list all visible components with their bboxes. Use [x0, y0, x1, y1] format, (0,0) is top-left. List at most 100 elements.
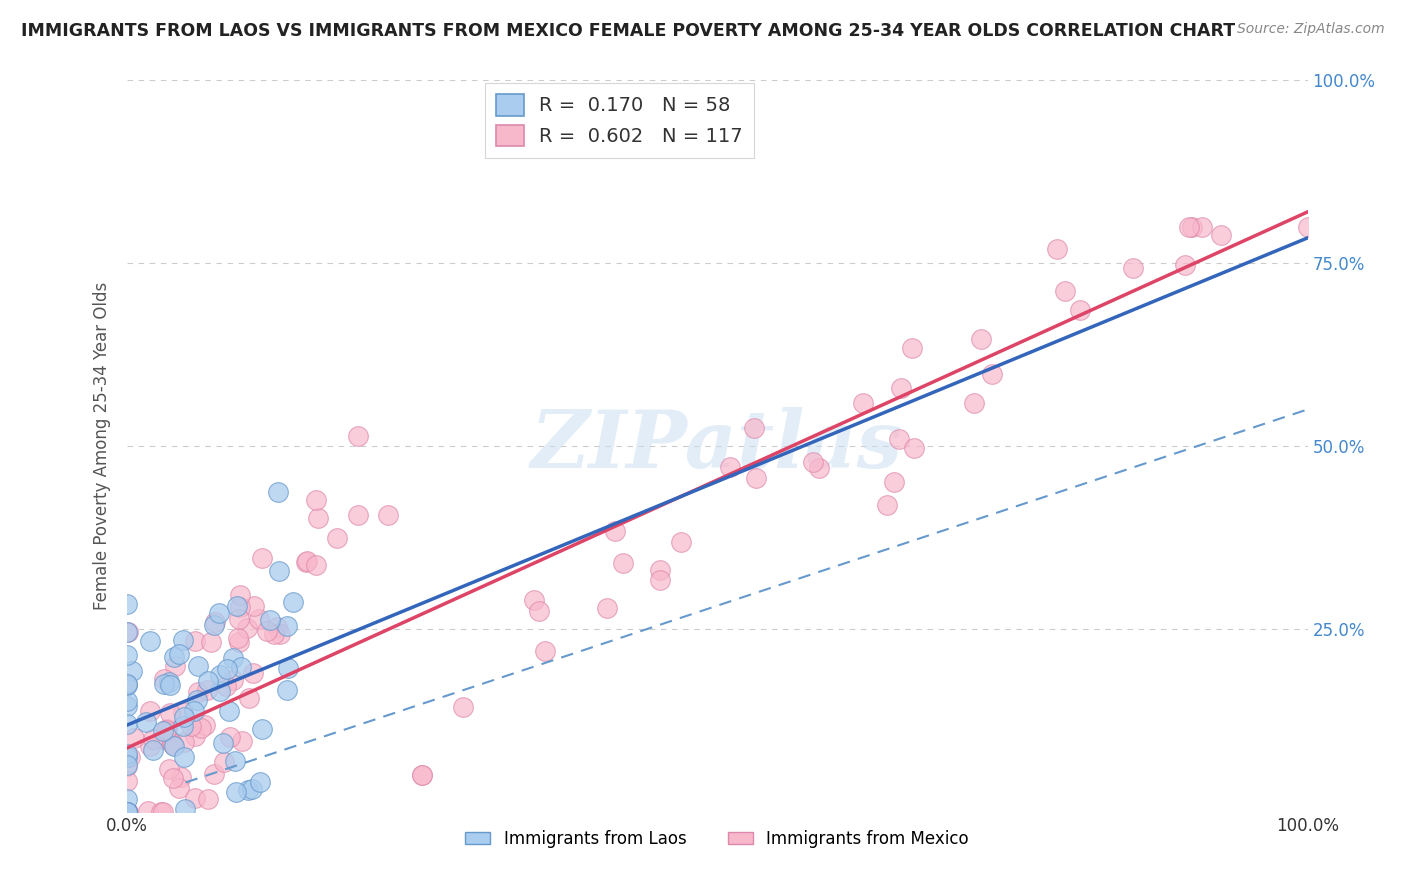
Point	[228, 612, 250, 626]
Point	[152, 732, 174, 747]
Point	[117, 625, 139, 640]
Point	[980, 367, 1002, 381]
Point	[249, 774, 271, 789]
Point	[184, 790, 207, 805]
Point	[266, 620, 288, 634]
Point	[162, 771, 184, 785]
Point	[263, 627, 285, 641]
Point	[170, 770, 193, 784]
Point	[142, 732, 165, 747]
Point	[247, 612, 270, 626]
Point	[183, 704, 205, 718]
Point	[214, 756, 236, 770]
Point	[149, 805, 172, 819]
Point	[115, 805, 138, 819]
Point	[155, 723, 177, 738]
Point	[172, 705, 194, 719]
Point	[451, 699, 474, 714]
Point	[377, 508, 399, 522]
Point	[236, 783, 259, 797]
Point	[218, 731, 240, 745]
Point	[167, 780, 190, 795]
Text: ZIPatlas: ZIPatlas	[531, 408, 903, 484]
Point	[1069, 302, 1091, 317]
Point	[1191, 219, 1213, 234]
Point	[346, 428, 368, 442]
Point	[115, 805, 138, 819]
Point	[281, 595, 304, 609]
Point	[411, 768, 433, 782]
Point	[529, 604, 551, 618]
Point	[194, 718, 217, 732]
Point	[669, 534, 692, 549]
Point	[218, 704, 240, 718]
Point	[307, 511, 329, 525]
Point	[115, 678, 138, 692]
Point	[887, 432, 910, 446]
Point	[117, 805, 139, 819]
Point	[204, 615, 226, 629]
Point	[1181, 219, 1204, 234]
Point	[1053, 284, 1076, 298]
Point	[202, 767, 225, 781]
Point	[200, 634, 222, 648]
Point	[160, 736, 183, 750]
Point	[115, 805, 138, 819]
Point	[202, 618, 225, 632]
Point	[115, 805, 138, 819]
Point	[115, 805, 138, 819]
Point	[115, 677, 138, 691]
Point	[115, 758, 138, 772]
Point	[852, 396, 875, 410]
Point	[211, 736, 233, 750]
Point	[222, 673, 245, 687]
Point	[240, 782, 263, 797]
Point	[197, 791, 219, 805]
Point	[229, 588, 252, 602]
Point	[136, 804, 159, 818]
Point	[174, 802, 197, 816]
Point	[152, 723, 174, 738]
Point	[225, 785, 247, 799]
Point	[228, 632, 250, 646]
Point	[124, 731, 146, 746]
Point	[295, 554, 318, 568]
Point	[1296, 219, 1319, 234]
Point	[115, 598, 138, 612]
Point	[152, 805, 174, 819]
Point	[167, 647, 190, 661]
Point	[159, 706, 181, 721]
Point	[276, 682, 298, 697]
Point	[648, 563, 671, 577]
Point	[115, 758, 138, 772]
Point	[153, 677, 176, 691]
Point	[209, 684, 232, 698]
Point	[195, 683, 218, 698]
Point	[603, 524, 626, 538]
Point	[228, 634, 250, 648]
Point	[163, 739, 186, 753]
Point	[229, 660, 252, 674]
Point	[173, 710, 195, 724]
Point	[305, 558, 328, 573]
Point	[256, 624, 278, 638]
Point	[115, 792, 138, 806]
Point	[157, 762, 180, 776]
Point	[1174, 258, 1197, 272]
Point	[172, 632, 194, 647]
Point	[115, 747, 138, 761]
Point	[803, 454, 825, 468]
Point	[229, 600, 252, 615]
Point	[883, 475, 905, 489]
Point	[250, 722, 273, 736]
Point	[120, 750, 142, 764]
Y-axis label: Female Poverty Among 25-34 Year Olds: Female Poverty Among 25-34 Year Olds	[93, 282, 111, 610]
Point	[115, 805, 138, 819]
Point	[650, 573, 672, 587]
Point	[139, 634, 162, 648]
Point	[208, 668, 231, 682]
Point	[157, 674, 180, 689]
Point	[115, 805, 138, 819]
Point	[173, 735, 195, 749]
Point	[139, 704, 162, 718]
